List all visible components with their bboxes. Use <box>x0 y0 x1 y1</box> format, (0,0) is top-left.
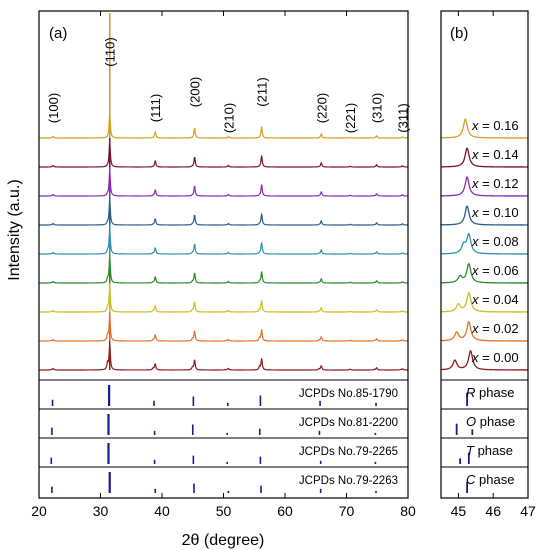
series-label-var: x <box>471 234 479 249</box>
series-label-value: = 0.12 <box>479 176 519 191</box>
series-label: x = 0.04 <box>471 292 519 307</box>
series-label: x = 0.10 <box>471 205 519 220</box>
series-label-var: x <box>471 118 479 133</box>
series-label-var: x <box>471 292 479 307</box>
series-curve-b <box>440 262 528 284</box>
phase-word: phase <box>474 443 513 458</box>
series-curve-a <box>39 200 408 226</box>
series-label-value: = 0.06 <box>479 263 519 278</box>
series-label: x = 0.12 <box>471 176 519 191</box>
series-label-var: x <box>471 263 479 278</box>
ref-label: JCPDs No.79-2263 <box>299 475 398 487</box>
x-tick-label-a: 30 <box>93 503 109 519</box>
series-curve-b <box>440 176 528 197</box>
series-curve-a <box>39 229 408 255</box>
peak-label: (100) <box>46 93 61 123</box>
peak-label: (211) <box>255 77 270 106</box>
series-label: x = 0.14 <box>471 147 519 162</box>
x-tick-label-b: 47 <box>520 503 536 519</box>
series-label-var: x <box>471 321 479 336</box>
phase-label: C phase <box>466 472 514 487</box>
series-curve-a <box>39 142 409 168</box>
phase-label: R phase <box>466 385 514 400</box>
series-curve-a <box>39 258 408 284</box>
x-tick-label-a: 60 <box>277 503 293 519</box>
series-label-value: = 0.14 <box>479 147 519 162</box>
peak-label: (110) <box>103 37 118 66</box>
peak-label: (210) <box>221 103 236 133</box>
x-tick-label-a: 70 <box>339 503 355 519</box>
series-label-var: x <box>471 147 479 162</box>
panel-b-frame <box>440 10 529 499</box>
series-curve-a <box>39 287 408 313</box>
x-tick-label-a: 50 <box>216 503 232 519</box>
series-label: x = 0.00 <box>471 350 519 365</box>
panel-frames <box>38 10 529 499</box>
phase-letter: T <box>466 443 475 458</box>
series-label-var: x <box>471 205 479 220</box>
series-label-value: = 0.10 <box>479 205 519 220</box>
x-tick-label-a: 80 <box>400 503 416 519</box>
series-curve-b <box>440 232 528 255</box>
x-tick-label-a: 20 <box>31 503 47 519</box>
peak-label: (311) <box>395 103 410 132</box>
series-curve-a <box>39 315 408 342</box>
series-label: x = 0.08 <box>471 234 519 249</box>
series-curve-b <box>440 205 528 226</box>
x-tick-label-b: 45 <box>451 503 467 519</box>
series-label-var: x <box>471 176 479 191</box>
series-label-value: = 0.00 <box>479 350 519 365</box>
phase-letter: C <box>466 472 476 487</box>
x-axis-title: 2θ (degree) <box>182 532 265 549</box>
ref-label: JCPDs No.79-2265 <box>299 446 398 458</box>
peak-label: (200) <box>188 77 203 107</box>
series-curve-b <box>440 291 528 313</box>
series-label-value: = 0.04 <box>479 292 519 307</box>
phase-letter: O <box>466 414 476 429</box>
ref-label: JCPDs No.85-1790 <box>299 388 398 400</box>
series-label-value: = 0.02 <box>479 321 519 336</box>
phase-label: O phase <box>466 414 515 429</box>
series-label: x = 0.16 <box>471 118 519 133</box>
series-curve-a <box>39 114 409 139</box>
series-label-var: x <box>471 350 479 365</box>
phase-word: phase <box>475 472 514 487</box>
peak-label: (310) <box>370 93 385 123</box>
chart-labels: x = 0.00x = 0.02x = 0.04x = 0.06x = 0.08… <box>31 37 536 519</box>
series-label-value: = 0.08 <box>479 234 519 249</box>
ref-label: JCPDs No.81-2200 <box>299 417 398 429</box>
phase-label: T phase <box>466 443 513 458</box>
series-label: x = 0.02 <box>471 321 519 336</box>
panel-b-label: (b) <box>450 25 468 42</box>
peak-label: (220) <box>314 93 329 123</box>
phase-word: phase <box>476 414 515 429</box>
series-curve-b <box>440 320 528 342</box>
peak-label: (111) <box>148 94 163 122</box>
series-label-value: = 0.16 <box>479 118 519 133</box>
panel-a-label: (a) <box>49 25 67 42</box>
series-curve-b <box>440 350 528 371</box>
xrd-curves <box>39 13 528 371</box>
x-tick-label-a: 40 <box>154 503 170 519</box>
phase-word: phase <box>475 385 514 400</box>
series-label: x = 0.06 <box>471 263 519 278</box>
series-curve-a <box>39 171 408 197</box>
x-tick-label-b: 46 <box>485 503 501 519</box>
peak-label: (221) <box>343 103 358 133</box>
series-curve-b <box>440 147 528 168</box>
reference-patterns <box>50 385 474 493</box>
series-curve-b <box>441 118 528 139</box>
y-axis-title: Intensity (a.u.) <box>6 179 23 280</box>
series-curve-a <box>39 344 408 371</box>
phase-letter: R <box>466 385 475 400</box>
